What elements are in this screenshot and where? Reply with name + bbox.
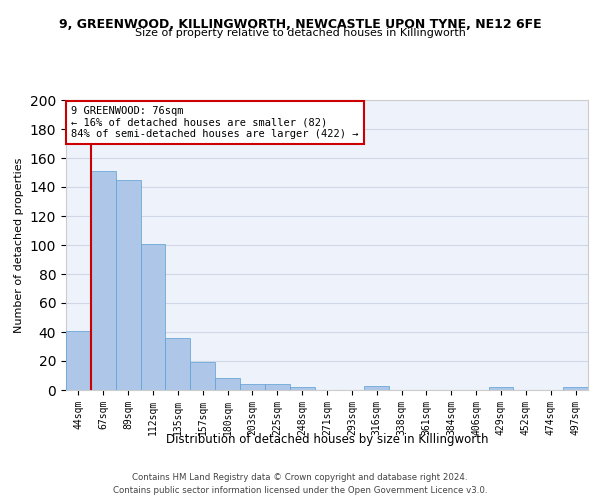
Bar [166, 338, 190, 390]
Bar [215, 378, 240, 390]
Bar [563, 387, 588, 390]
Text: Distribution of detached houses by size in Killingworth: Distribution of detached houses by size … [166, 432, 488, 446]
Y-axis label: Number of detached properties: Number of detached properties [14, 158, 24, 332]
Bar [265, 384, 290, 390]
Text: Size of property relative to detached houses in Killingworth: Size of property relative to detached ho… [134, 28, 466, 38]
Bar [66, 330, 91, 390]
Bar [116, 180, 140, 390]
Bar [290, 387, 314, 390]
Bar [240, 384, 265, 390]
Bar [91, 171, 116, 390]
Bar [190, 362, 215, 390]
Bar [140, 244, 166, 390]
Text: 9 GREENWOOD: 76sqm
← 16% of detached houses are smaller (82)
84% of semi-detache: 9 GREENWOOD: 76sqm ← 16% of detached hou… [71, 106, 359, 139]
Text: 9, GREENWOOD, KILLINGWORTH, NEWCASTLE UPON TYNE, NE12 6FE: 9, GREENWOOD, KILLINGWORTH, NEWCASTLE UP… [59, 18, 541, 30]
Bar [364, 386, 389, 390]
Text: Contains HM Land Registry data © Crown copyright and database right 2024.: Contains HM Land Registry data © Crown c… [132, 472, 468, 482]
Text: Contains public sector information licensed under the Open Government Licence v3: Contains public sector information licen… [113, 486, 487, 495]
Bar [488, 387, 514, 390]
